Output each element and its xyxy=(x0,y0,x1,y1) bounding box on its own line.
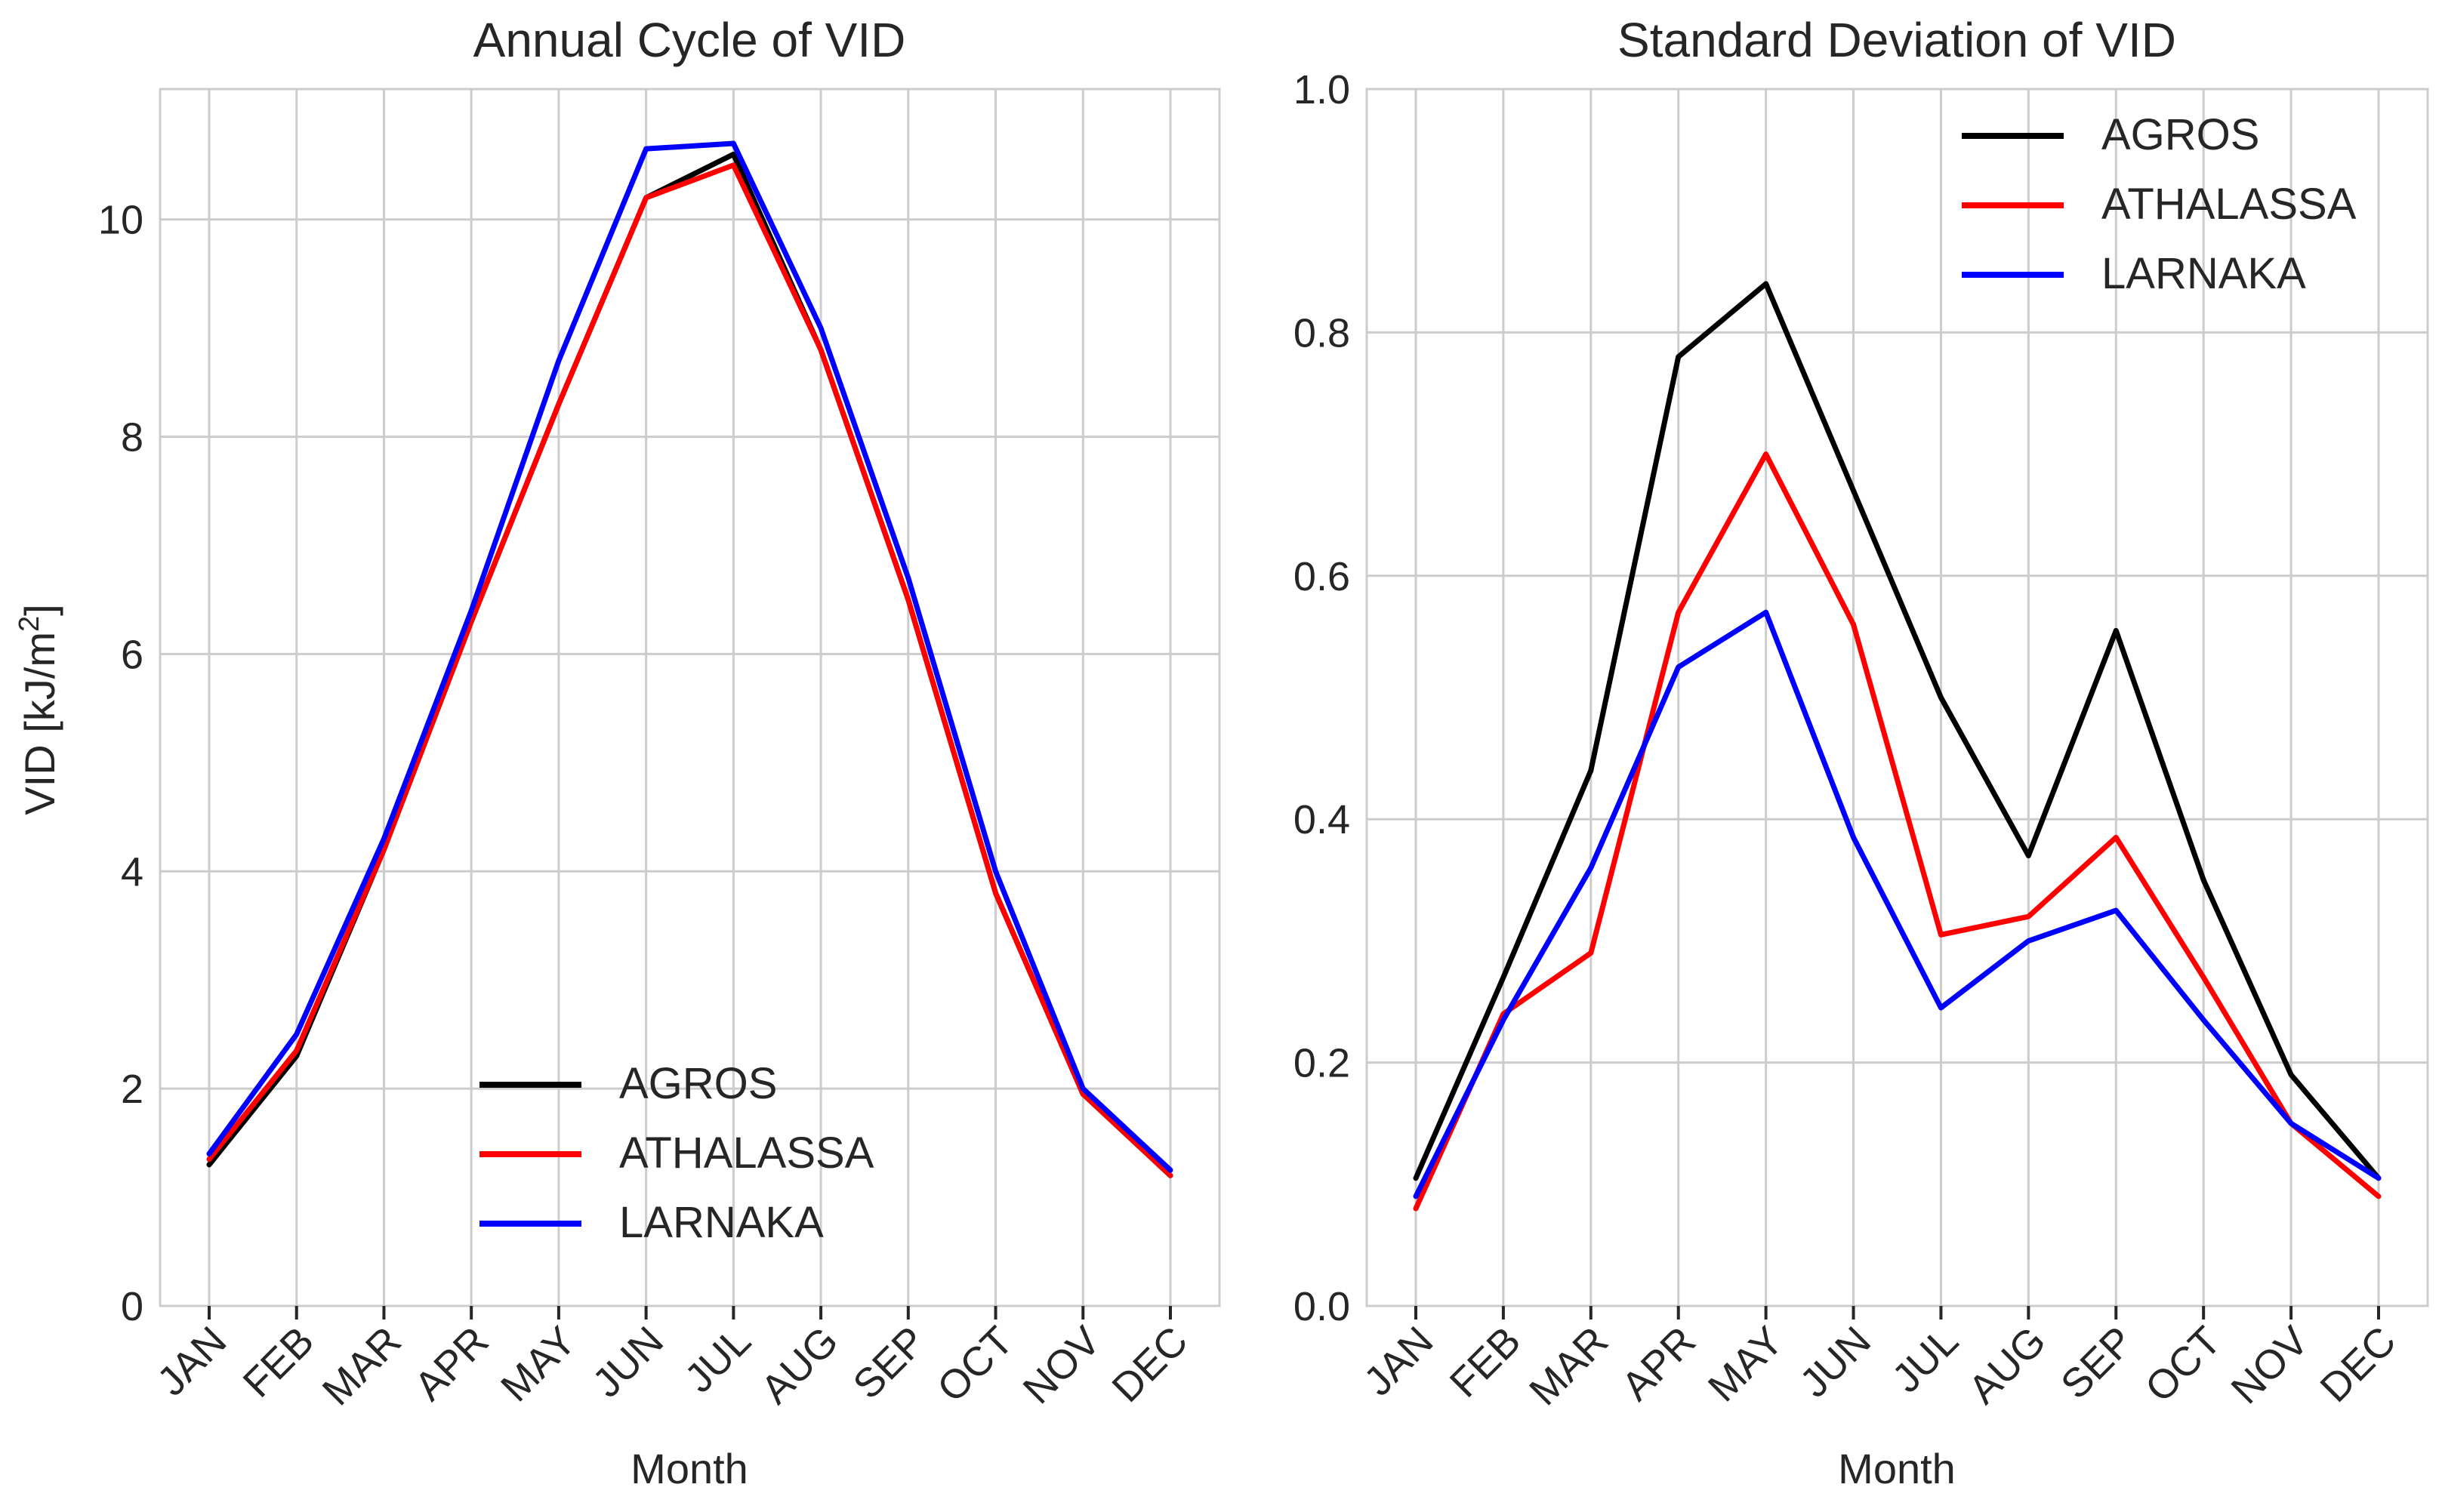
legend-label: AGROS xyxy=(619,1059,778,1108)
y-axis-label: VID [kJ/m2] xyxy=(14,604,63,815)
series-line-larnaka xyxy=(1413,609,2382,1199)
series-line-larnaka xyxy=(206,140,1173,1173)
grid xyxy=(160,89,1219,1307)
x-tick-label: NOV xyxy=(2222,1318,2317,1412)
y-axis-label-text: VID [kJ/m xyxy=(16,632,63,815)
x-tick-label: AUG xyxy=(1960,1318,2055,1412)
x-tick-label: AUG xyxy=(752,1318,846,1412)
legend-label: AGROS xyxy=(2101,110,2260,159)
x-tick-label: DEC xyxy=(2311,1318,2404,1411)
y-tick-label: 1.0 xyxy=(1293,67,1350,112)
x-tick-label: JAN xyxy=(149,1318,236,1405)
x-tick-label: SEP xyxy=(2052,1318,2142,1408)
legend-label: LARNAKA xyxy=(619,1198,824,1247)
legend-label: LARNAKA xyxy=(2101,249,2306,298)
legend: AGROS ATHALASSA LARNAKA xyxy=(1962,110,2357,298)
annual-cycle-chart: Annual Cycle of VID Month VID [kJ/m2] 02… xyxy=(14,13,1221,1492)
y-tick-label: 8 xyxy=(121,415,143,460)
series-line-agros xyxy=(206,151,1173,1178)
y-tick-label: 0.8 xyxy=(1293,310,1350,356)
x-axis-label: Month xyxy=(1838,1445,1956,1492)
x-tick-label: MAY xyxy=(1700,1318,1792,1410)
y-tick-label: 2 xyxy=(121,1067,143,1112)
plot-frame xyxy=(1365,88,2429,1307)
y-tick-label: 10 xyxy=(98,198,143,243)
x-tick-label: MAY xyxy=(492,1318,584,1410)
x-axis-label: Month xyxy=(631,1445,748,1492)
standard-deviation-chart: Standard Deviation of VID Month 0.0 0.2 0.… xyxy=(1293,13,2429,1492)
x-tick-label: SEP xyxy=(844,1318,934,1408)
legend: AGROS ATHALASSA LARNAKA xyxy=(479,1059,874,1247)
series-line-athalassa xyxy=(1413,451,2382,1212)
x-tick-label: DEC xyxy=(1103,1318,1196,1411)
x-tick-label: JUL xyxy=(1884,1318,1967,1401)
x-tick-label: MAR xyxy=(1521,1318,1617,1414)
y-tick-label: 0.0 xyxy=(1293,1284,1350,1329)
chart-title: Annual Cycle of VID xyxy=(473,13,906,67)
x-tick-label: APR xyxy=(1613,1318,1704,1409)
x-tick-label: MAR xyxy=(314,1318,410,1414)
y-axis-label-superscript: 2 xyxy=(14,616,45,632)
chart-title: Standard Deviation of VID xyxy=(1617,13,2176,67)
x-tick-label: FEB xyxy=(1441,1318,1530,1406)
series-line-agros xyxy=(1413,281,2382,1181)
x-tick-label: OCT xyxy=(929,1318,1022,1411)
y-axis-label-suffix: ] xyxy=(16,604,63,616)
y-tick-label: 6 xyxy=(121,632,143,677)
x-tick-label: JUL xyxy=(677,1318,760,1401)
plot-frame xyxy=(159,88,1221,1307)
x-tick-label: OCT xyxy=(2137,1318,2230,1411)
y-tick-label: 0.6 xyxy=(1293,554,1350,599)
x-tick-label: NOV xyxy=(1015,1318,1109,1412)
y-tick-label: 0.4 xyxy=(1293,797,1350,842)
series-line-athalassa xyxy=(206,162,1173,1178)
x-tick-label: APR xyxy=(406,1318,498,1409)
x-tick-label: JUN xyxy=(1791,1318,1879,1406)
legend-label: ATHALASSA xyxy=(2101,180,2357,229)
x-tick-label: JAN xyxy=(1355,1318,1442,1405)
y-tick-label: 0 xyxy=(121,1284,143,1329)
x-tick-label: FEB xyxy=(235,1318,323,1406)
x-tick-label: JUN xyxy=(584,1318,672,1406)
y-tick-label: 0.2 xyxy=(1293,1041,1350,1086)
y-tick-label: 4 xyxy=(121,849,143,895)
legend-label: ATHALASSA xyxy=(619,1129,874,1178)
